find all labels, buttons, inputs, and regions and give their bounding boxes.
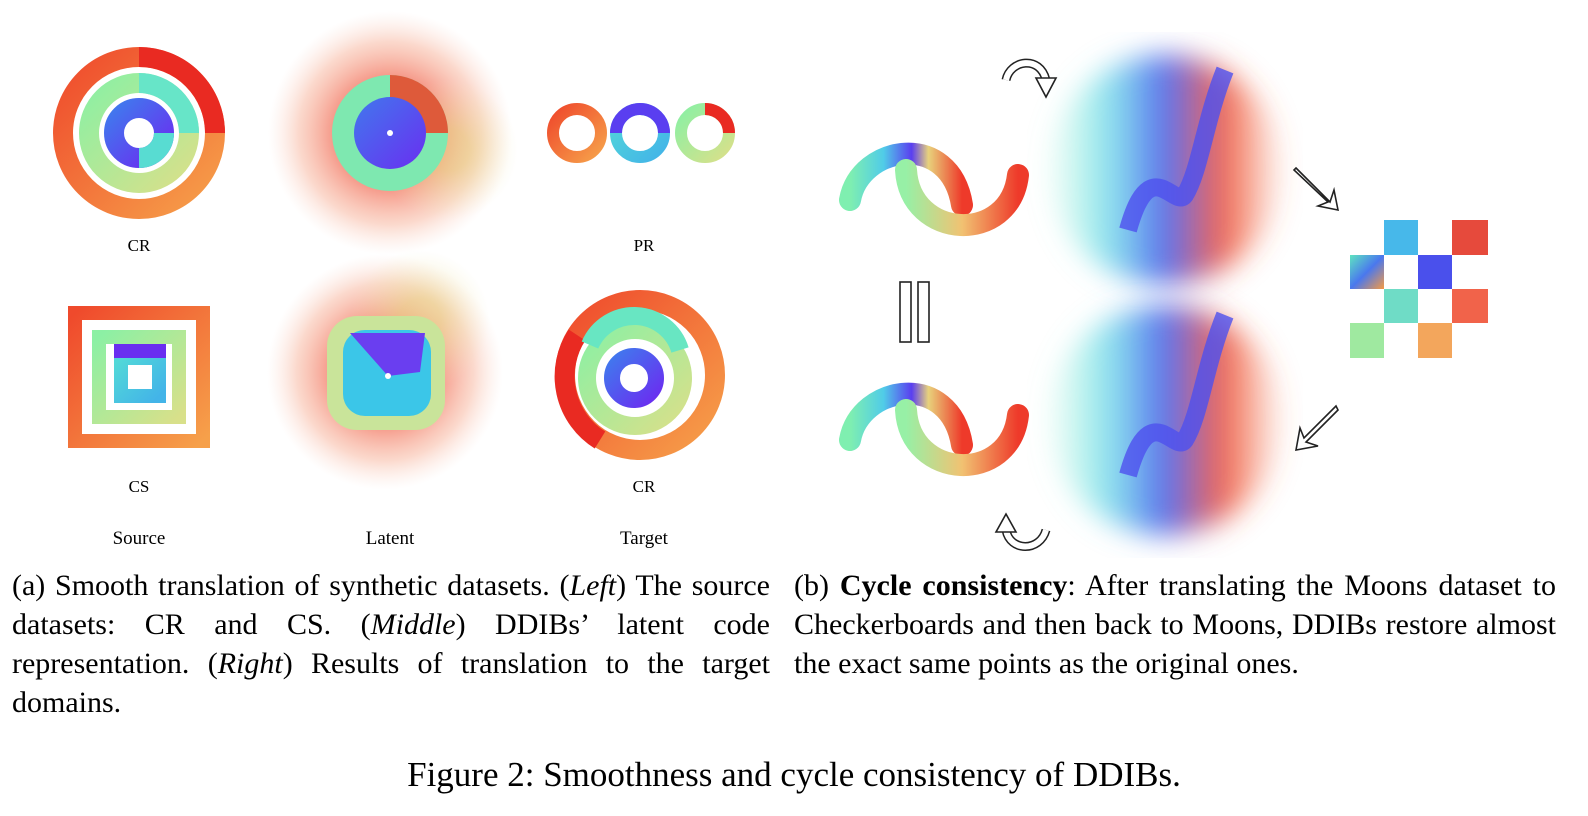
figure-caption: Figure 2: Smoothness and cycle consisten…	[407, 755, 1181, 794]
caption-a-text-3: ) DDIBs’ latent code representation. (	[12, 608, 770, 680]
column-label-target: Target	[620, 528, 668, 549]
plot-latent-top	[268, 11, 518, 255]
panel-a-figure	[53, 11, 735, 490]
plot-label-target-cr: CR	[632, 477, 656, 496]
arrow-down-left-icon	[1295, 404, 1339, 451]
caption-a-text-4: ) Results of translation to the target d…	[12, 647, 770, 719]
panel-b-figure	[839, 55, 1488, 551]
plot-moons-restored	[839, 382, 1029, 476]
caption-panel-b: (b) Cycle consistency: After translating…	[794, 566, 1556, 683]
caption-a-middle: Middle	[370, 608, 456, 641]
column-label-source: Source	[112, 528, 166, 549]
caption-b-text: : After translating the Moons dataset to…	[794, 569, 1556, 680]
plot-latent-cloud-bottom	[1050, 305, 1280, 535]
caption-a-right: Right	[217, 647, 283, 680]
plot-target-pr	[547, 103, 735, 163]
caption-panel-a: (a) Smooth translation of synthetic data…	[12, 566, 770, 722]
curved-arrow-bottom-icon	[994, 512, 1051, 551]
plot-source-cr	[53, 47, 225, 219]
plot-label-source-cr: CR	[127, 236, 151, 255]
plot-latent-cloud-top	[1050, 55, 1280, 285]
equals-icon	[899, 281, 930, 343]
plot-latent-bottom	[267, 250, 503, 490]
caption-a-text-2: ) The source datasets: CR and CS. (	[12, 569, 770, 641]
curved-arrow-top-icon	[1001, 58, 1058, 99]
caption-b-prefix: (b)	[794, 569, 840, 602]
plot-label-target-pr: PR	[633, 236, 655, 255]
plot-label-source-cs: CS	[128, 477, 150, 496]
caption-a-text-1: (a) Smooth translation of synthetic data…	[12, 569, 570, 602]
plot-source-cs	[68, 306, 210, 448]
caption-a-left: Left	[569, 569, 617, 602]
column-label-latent: Latent	[365, 528, 415, 549]
plot-checkerboard	[1350, 220, 1488, 358]
plot-moons-original	[839, 142, 1029, 236]
plot-target-cr-bottom	[554, 290, 725, 460]
caption-b-bold: Cycle consistency	[839, 569, 1068, 602]
arrow-down-right-icon	[1292, 166, 1340, 212]
